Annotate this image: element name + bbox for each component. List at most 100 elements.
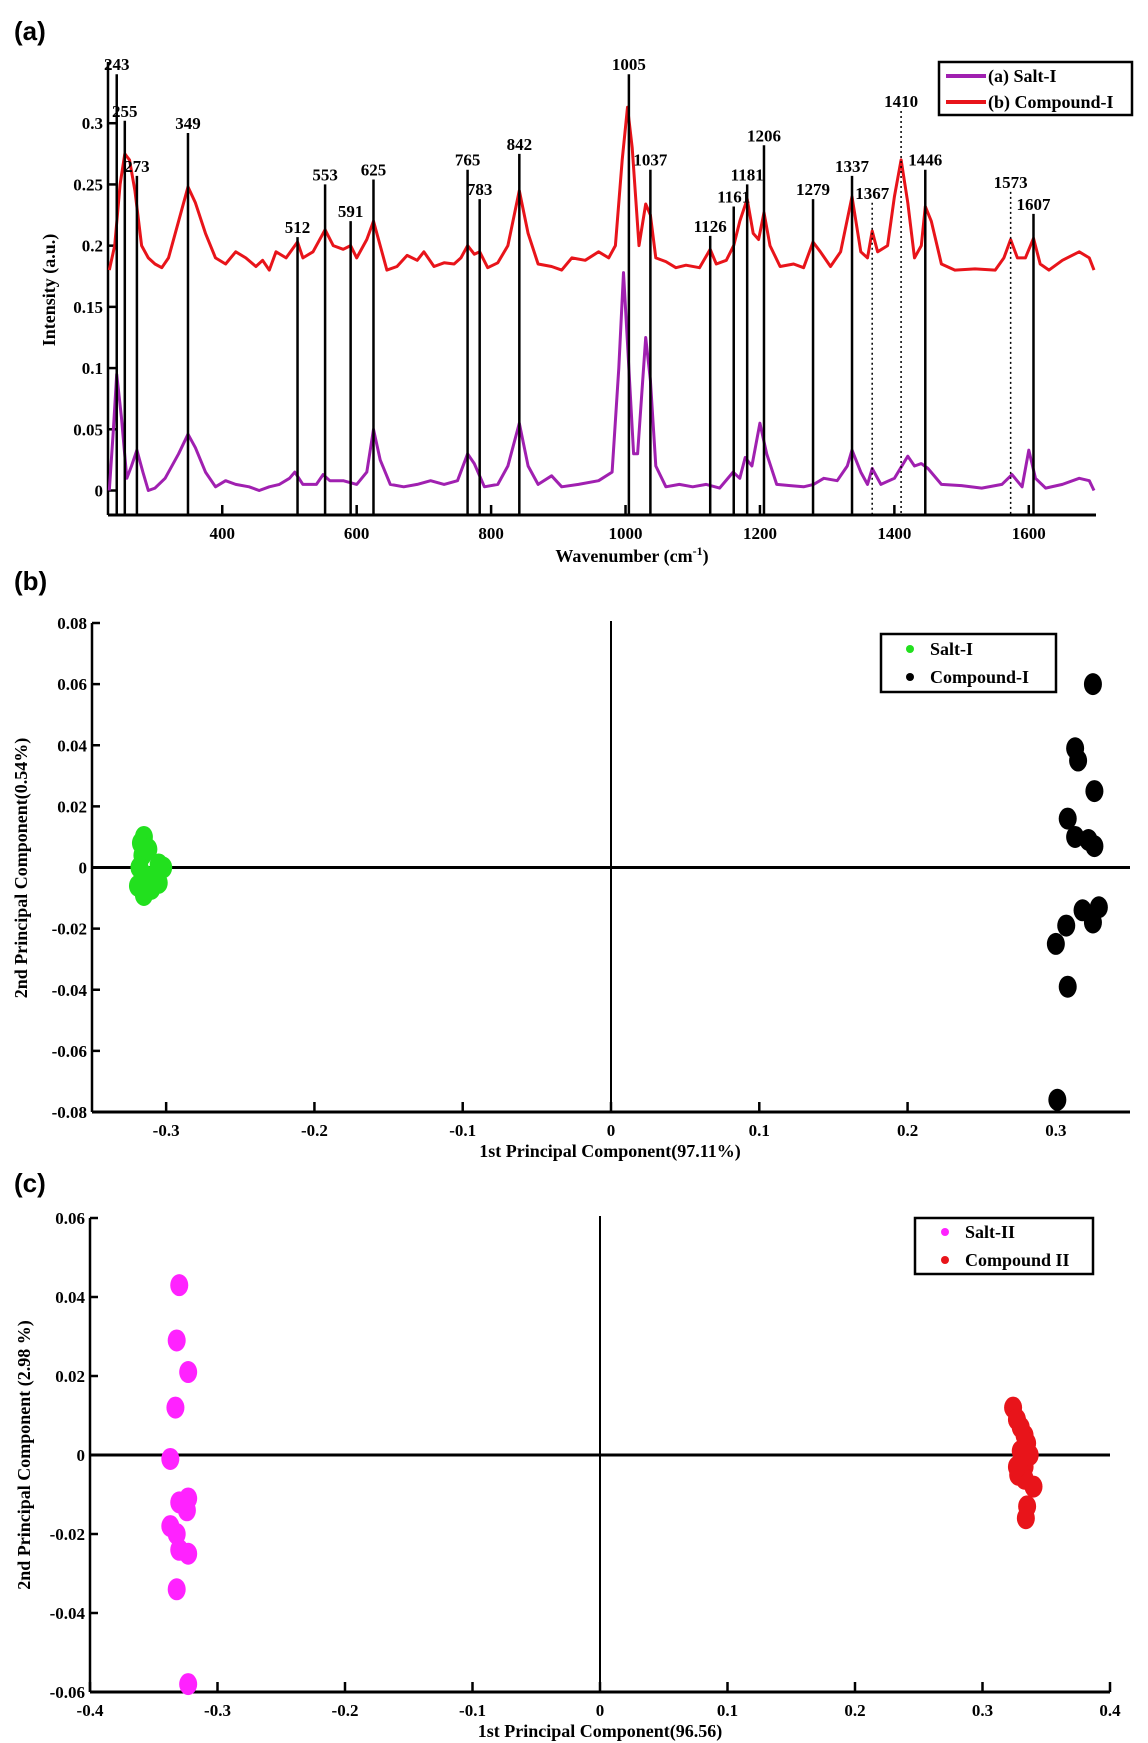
data-point-compound-i [1066, 825, 1085, 848]
data-point-compound-i [1083, 673, 1102, 696]
x-axis-title-superscript: -1 [693, 544, 703, 558]
peak-label: 553 [312, 165, 338, 184]
panel-label-c: (c) [14, 1168, 46, 1198]
peak-label: 255 [112, 102, 138, 121]
data-point-salt-ii [179, 1361, 198, 1384]
data-point-compound-ii [1020, 1444, 1039, 1466]
spectrum-line-salt-i [107, 271, 1096, 492]
legend-label: Salt-II [965, 1222, 1015, 1242]
x-tick-label: 1200 [743, 524, 777, 543]
y-tick-label: 0.15 [73, 298, 103, 317]
legend-c: Salt-II Compound II [913, 1216, 1095, 1276]
peak-label: 1573 [994, 173, 1028, 192]
y-tick-label: 0.2 [82, 237, 103, 256]
y-tick-label: 0.02 [55, 1367, 85, 1386]
y-tick-label: -0.08 [52, 1103, 87, 1122]
peak-label: 1161 [717, 187, 750, 206]
data-point-compound-i [1058, 975, 1077, 998]
peak-label: 1279 [796, 180, 830, 199]
legend-marker-salt-i [906, 645, 914, 653]
y-axis-title-c: 2nd Principal Component (2.98 %) [14, 1320, 35, 1590]
legend-label: (b) Compound-I [988, 92, 1114, 113]
y-tick-label: 0.06 [57, 675, 87, 694]
legend-box [913, 1216, 1095, 1276]
legend-a: (a) Salt-I (b) Compound-I [937, 60, 1134, 117]
panel-label-a: (a) [14, 16, 46, 46]
y-tick-label: 0.25 [73, 175, 103, 194]
data-point-salt-ii [170, 1274, 189, 1297]
data-point-compound-i [1046, 932, 1065, 955]
x-axis-title-a: Wavenumber (cm-1) [555, 544, 708, 567]
x-tick-label: 0.2 [897, 1121, 918, 1140]
y-axis-title-a: Intensity (a.u.) [39, 234, 60, 347]
data-point-compound-ii [1024, 1475, 1043, 1498]
x-tick-label: -0.4 [77, 1701, 104, 1720]
x-tick-label: 0.1 [749, 1121, 770, 1140]
data-point-salt-ii [179, 1542, 198, 1565]
peak-label: 842 [507, 135, 533, 154]
peak-label: 1206 [747, 126, 781, 145]
x-tick-label: 0.3 [972, 1701, 993, 1720]
legend-label: Salt-I [930, 639, 973, 659]
data-point-compound-i [1085, 780, 1104, 803]
y-tick-label: 0.08 [57, 614, 87, 633]
y-tick-label: 0 [95, 482, 104, 501]
peak-label: 765 [455, 151, 481, 170]
x-axis-title-text: Wavenumber (cm [555, 546, 692, 567]
legend-label: (a) Salt-I [988, 66, 1057, 87]
y-tick-label: 0.02 [57, 797, 87, 816]
data-point-salt-ii [179, 1673, 198, 1696]
legend-label: Compound-I [930, 667, 1029, 687]
data-point-compound-i [1069, 749, 1088, 772]
peak-label: 1037 [633, 151, 668, 170]
spectrum-chart: 400 600 800 1000 1200 1400 1600 0 0.05 0.1 0.15 0.2… [73, 55, 1096, 543]
x-tick-label: -0.3 [204, 1701, 231, 1720]
peak-label: 1181 [731, 165, 764, 184]
y-tick-label: 0 [77, 1446, 86, 1465]
data-point-salt-ii [177, 1499, 196, 1522]
x-tick-label: 1400 [877, 524, 911, 543]
x-tick-label: 600 [344, 524, 370, 543]
x-tick-label: 0 [607, 1121, 616, 1140]
x-axis-title-c: 1st Principal Component(96.56) [478, 1721, 723, 1742]
y-tick-label: 0 [79, 859, 88, 878]
peak-label: 625 [361, 161, 387, 180]
peak-label: 1446 [908, 151, 942, 170]
x-tick-label: -0.3 [153, 1121, 180, 1140]
data-point-compound-ii [1007, 1455, 1026, 1478]
x-tick-label: 0.2 [844, 1701, 865, 1720]
x-axis-title-end: ) [703, 546, 709, 567]
data-point-salt-ii [167, 1329, 186, 1352]
legend-b: Salt-I Compound-I [879, 632, 1058, 694]
data-point-salt-ii [161, 1447, 180, 1470]
legend-marker-salt-ii [941, 1228, 949, 1236]
x-tick-label: 1000 [609, 524, 643, 543]
x-tick-label: 0.3 [1045, 1121, 1066, 1140]
legend-box [879, 632, 1058, 694]
data-point-salt-i [134, 884, 153, 907]
peak-label: 512 [285, 218, 311, 237]
data-point-compound-i [1058, 807, 1077, 830]
peak-label: 1126 [694, 217, 727, 236]
peak-label: 783 [467, 180, 493, 199]
y-tick-label: 0.04 [57, 736, 87, 755]
y-tick-label: -0.06 [50, 1683, 85, 1702]
x-tick-label: -0.1 [459, 1701, 486, 1720]
data-point-compound-i [1048, 1088, 1067, 1111]
legend-marker-compound-i [906, 673, 914, 681]
pca-chart-2: -0.4 -0.3 -0.2 -0.1 0 0.1 0.2 0.3 0.4 -0.06 -0.04 -… [50, 1209, 1122, 1720]
peak-label: 1607 [1016, 195, 1051, 214]
x-tick-label: 800 [478, 524, 504, 543]
data-point-compound-i [1083, 911, 1102, 934]
peak-label: 243 [104, 55, 130, 74]
x-tick-label: 0 [596, 1701, 605, 1720]
pca-chart-1: -0.3 -0.2 -0.1 0 0.1 0.2 0.3 -0.08 -0.06 -0.04 -0.… [52, 614, 1130, 1140]
y-tick-label: -0.06 [52, 1042, 87, 1061]
peak-label: 1005 [612, 55, 646, 74]
data-point-compound-i [1085, 835, 1104, 858]
panel-label-b: (b) [14, 566, 47, 596]
y-tick-label: 0.04 [55, 1288, 85, 1307]
data-point-salt-ii [167, 1578, 186, 1601]
x-tick-label: -0.1 [449, 1121, 476, 1140]
